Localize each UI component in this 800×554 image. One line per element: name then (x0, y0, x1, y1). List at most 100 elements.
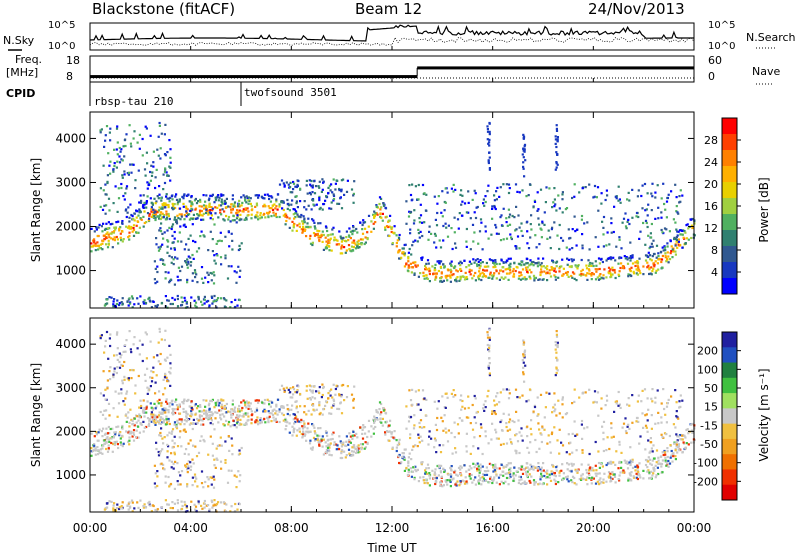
velocity-echo-cell (318, 439, 322, 442)
velocity-echo-cell (242, 413, 245, 416)
velocity-echo-cell (476, 462, 479, 465)
power-echo-cell (271, 208, 275, 211)
velocity-echo-cell (597, 483, 601, 486)
power-echo-cell (421, 256, 424, 259)
velocity-echo-cell (339, 456, 342, 460)
velocity-echo-cell (172, 467, 175, 470)
velocity-echo-cell (143, 426, 146, 429)
power-echo-cell (208, 211, 211, 214)
power-echo-cell (448, 275, 451, 278)
power-echo-cell (282, 214, 285, 217)
velocity-echo-cell (180, 418, 183, 421)
velocity-echo-cell (220, 501, 223, 504)
power-echo-cell (125, 215, 128, 219)
velocity-echo-cell (286, 421, 289, 424)
power-echo-cell (571, 228, 574, 231)
velocity-echo-cell (305, 439, 308, 442)
power-echo-cell (113, 239, 116, 242)
velocity-echo-cell (99, 451, 102, 454)
power-echo-cell (114, 185, 117, 188)
velocity-echo-cell (224, 459, 227, 462)
velocity-echo-cell (570, 462, 573, 465)
velocity-echo-cell (291, 396, 294, 399)
velocity-echo-cell (642, 426, 645, 429)
velocity-echo-cell (380, 402, 383, 406)
power-echo-cell (107, 242, 110, 245)
power-echo-cell (326, 229, 329, 233)
velocity-echo-cell (145, 405, 148, 408)
power-echo-cell (310, 179, 313, 183)
velocity-echo-cell (496, 392, 499, 395)
velocity-echo-cell (171, 430, 174, 433)
power-echo-cell (185, 207, 188, 210)
velocity-echo-cell (553, 474, 556, 477)
velocity-echo-cell (99, 410, 102, 414)
velocity-echo-cell (514, 388, 518, 391)
power-echo-cell (522, 133, 525, 136)
power-echo-cell (154, 202, 157, 205)
velocity-echo-cell (148, 387, 151, 390)
velocity-echo-cell (448, 479, 451, 482)
power-echo-cell (540, 265, 543, 268)
power-echo-cell (635, 215, 638, 218)
power-echo-cell (685, 237, 688, 240)
power-echo-cell (224, 202, 227, 205)
velocity-echo-cell (164, 423, 167, 426)
power-echo-cell (605, 189, 608, 192)
velocity-echo-cell (146, 417, 150, 420)
velocity-echo-cell (157, 414, 161, 417)
velocity-echo-cell (571, 432, 574, 435)
velocity-echo-cell (571, 475, 575, 478)
power-echo-cell (484, 275, 488, 278)
velocity-echo-cell (269, 405, 272, 408)
velocity-echo-cell (384, 433, 387, 436)
velocity-echo-cell (101, 452, 104, 455)
velocity-echo-cell (465, 416, 468, 419)
power-echo-cell (509, 262, 512, 265)
power-echo-cell (458, 212, 461, 215)
power-echo-cell (499, 239, 503, 242)
power-echo-cell (555, 145, 558, 149)
power-echo-cell (182, 205, 185, 208)
power-echo-cell (610, 217, 613, 220)
velocity-echo-cell (118, 360, 121, 364)
velocity-echo-cell (211, 476, 214, 479)
velocity-echo-cell (613, 475, 617, 478)
velocity-echo-cell (128, 436, 131, 439)
velocity-echo-cell (275, 405, 278, 408)
power-echo-cell (408, 247, 411, 251)
velocity-echo-cell (541, 426, 544, 430)
power-echo-cell (186, 258, 189, 261)
velocity-echo-cell (645, 413, 648, 416)
power-echo-cell (576, 267, 579, 270)
power-echo-cell (538, 278, 541, 281)
velocity-echo-cell (299, 405, 302, 408)
power-echo-cell (138, 211, 141, 214)
power-echo-cell (473, 231, 476, 234)
velocity-echo-cell (97, 431, 100, 434)
power-echo-cell (270, 207, 273, 210)
power-echo-cell (343, 239, 346, 242)
power-echo-cell (488, 138, 491, 141)
velocity-echo-cell (530, 475, 533, 478)
power-echo-cell (447, 269, 450, 272)
power-echo-cell (651, 182, 654, 185)
power-echo-cell (238, 199, 241, 202)
power-echo-cell (380, 197, 383, 200)
power-echo-cell (575, 244, 578, 247)
power-echo-cell (594, 236, 597, 239)
velocity-echo-cell (627, 397, 630, 400)
power-echo-cell (657, 257, 661, 261)
power-echo-cell (488, 276, 491, 279)
velocity-echo-cell (169, 506, 172, 510)
velocity-echo-cell (109, 366, 112, 369)
velocity-echo-cell (481, 452, 484, 456)
velocity-echo-cell (332, 383, 335, 386)
velocity-echo-cell (594, 482, 598, 485)
velocity-echo-cell (161, 412, 164, 415)
power-echo-cell (214, 199, 217, 202)
velocity-echo-cell (238, 449, 241, 452)
velocity-echo-cell (137, 419, 140, 422)
velocity-echo-cell (199, 405, 202, 408)
velocity-echo-cell (162, 419, 165, 422)
